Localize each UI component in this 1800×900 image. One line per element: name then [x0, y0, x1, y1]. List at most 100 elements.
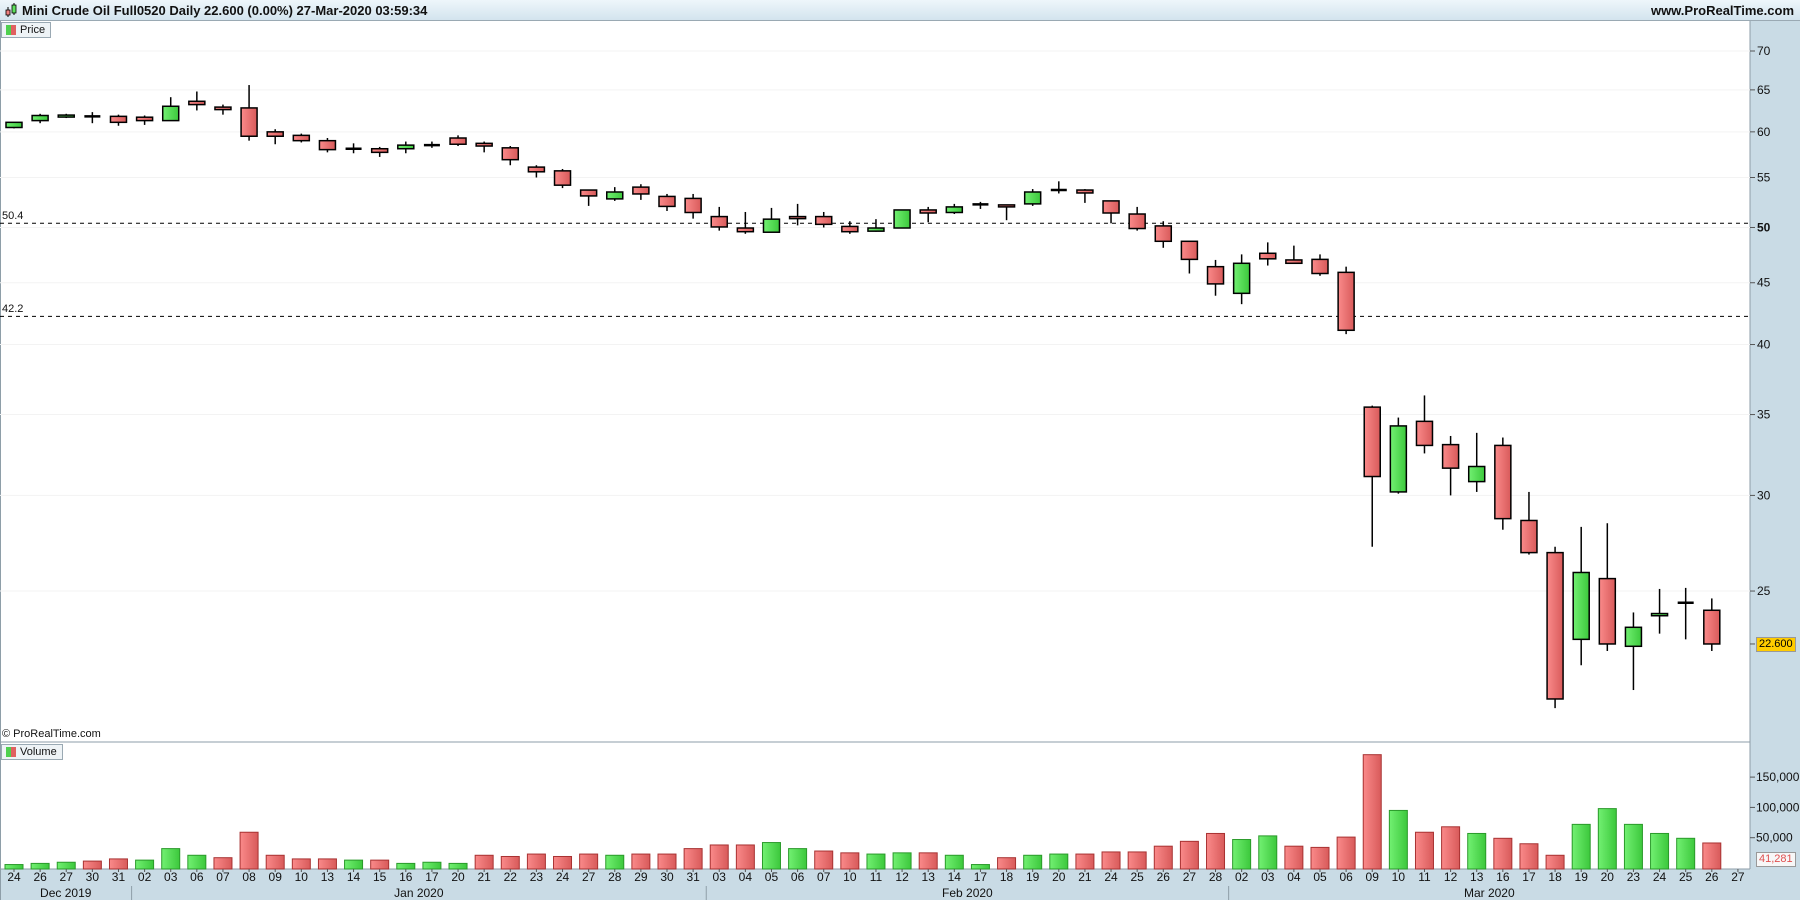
volume-tick-label: 50,000	[1756, 831, 1793, 845]
price-tick-label: 60	[1757, 125, 1771, 139]
volume-bar	[1258, 835, 1278, 870]
candle-down	[814, 215, 833, 226]
candle-up	[1624, 626, 1643, 648]
chart-title: Mini Crude Oil Full0520 Daily 22.600 (0.…	[22, 3, 428, 18]
copyright-text: © ProRealTime.com	[2, 728, 101, 740]
volume-bar	[1023, 854, 1043, 870]
date-label: 21	[1078, 870, 1092, 884]
candle-up	[5, 121, 23, 129]
date-label: 18	[1000, 870, 1014, 884]
volume-bar	[1519, 843, 1539, 870]
price-tick-label: 45	[1757, 276, 1771, 290]
candle-down	[135, 116, 154, 122]
volume-bar	[683, 848, 703, 870]
candle-down	[1337, 271, 1355, 332]
candle-down	[1415, 420, 1434, 447]
candle-down	[1520, 519, 1538, 554]
candle-down	[318, 139, 337, 151]
date-label: 20	[1052, 870, 1066, 884]
volume-bar	[1362, 754, 1382, 870]
volume-bar	[840, 852, 860, 870]
candle-down	[736, 227, 755, 233]
candle-up	[1572, 571, 1590, 641]
candle-up	[867, 227, 885, 232]
last-price-badge: 22.600	[1756, 637, 1796, 652]
date-label: 11	[1418, 870, 1431, 884]
candle-down	[632, 186, 650, 195]
volume-tick-label: 100,000	[1756, 800, 1800, 814]
volume-bar	[239, 831, 259, 870]
volume-bar	[1127, 851, 1147, 870]
date-label: 10	[1392, 870, 1406, 884]
date-label: 15	[373, 870, 387, 884]
volume-panel-label[interactable]: Volume	[1, 744, 63, 760]
candle-up	[762, 218, 781, 233]
date-label: 17	[1522, 870, 1536, 884]
date-label: 13	[1470, 870, 1484, 884]
volume-bar	[161, 848, 181, 870]
volume-bar	[265, 854, 285, 870]
price-panel-label[interactable]: Price	[1, 22, 52, 38]
candle-down	[1102, 200, 1120, 214]
candle-down	[1285, 259, 1303, 265]
date-label: 08	[242, 870, 256, 884]
volume-bar	[1310, 846, 1330, 870]
date-label: 31	[112, 870, 126, 884]
volume-bar	[761, 842, 781, 870]
price-tick-label: 35	[1757, 408, 1771, 422]
candle-up	[161, 105, 180, 122]
date-label: 27	[582, 870, 596, 884]
date-label: 12	[1444, 870, 1458, 884]
candle-up	[945, 206, 964, 214]
volume-bar	[56, 861, 76, 870]
date-label: 07	[817, 870, 831, 884]
volume-bar	[1623, 823, 1643, 870]
volume-bar	[135, 859, 155, 870]
candle-down	[240, 107, 258, 137]
date-label: 12	[895, 870, 909, 884]
date-label: 26	[1705, 870, 1719, 884]
candlestick-logo-icon	[5, 3, 17, 17]
date-label: 23	[1627, 870, 1641, 884]
candle-up	[1467, 465, 1486, 483]
volume-bar	[1336, 836, 1356, 870]
date-label: 17	[425, 870, 439, 884]
last-volume-badge: 41,281	[1756, 852, 1796, 867]
date-label: 06	[1339, 870, 1353, 884]
candle-down	[370, 147, 389, 154]
candle-down	[109, 115, 128, 124]
volume-bar	[213, 857, 233, 870]
volume-bar	[370, 859, 390, 870]
date-label: 24	[1653, 870, 1667, 884]
price-tick-label: 70	[1757, 44, 1771, 58]
candle-down	[292, 134, 311, 142]
candle-down	[710, 215, 728, 228]
date-label: 16	[399, 870, 413, 884]
candle-down	[1259, 252, 1277, 260]
date-label: 10	[295, 870, 309, 884]
date-label: 28	[608, 870, 622, 884]
candle-up	[31, 114, 49, 122]
volume-bar	[1232, 839, 1252, 870]
candle-down	[841, 225, 859, 233]
volume-bar	[788, 848, 808, 870]
date-label: 27	[60, 870, 74, 884]
candle-down	[1076, 189, 1094, 194]
date-label: 18	[1548, 870, 1562, 884]
site-link[interactable]: www.ProRealTime.com	[1650, 3, 1794, 18]
candle-down	[658, 195, 676, 208]
volume-bar	[1597, 808, 1617, 870]
volume-bar	[1467, 832, 1487, 870]
volume-label-text: Volume	[20, 746, 57, 758]
candle-down	[1128, 213, 1146, 230]
date-label: 04	[1287, 870, 1301, 884]
date-label: 05	[1313, 870, 1327, 884]
candle-down	[475, 142, 493, 147]
volume-bar	[605, 854, 625, 870]
date-label: 29	[634, 870, 648, 884]
volume-bar	[526, 853, 546, 870]
level-label-1: 50.4	[2, 210, 24, 222]
volume-bar	[1284, 845, 1304, 870]
volume-bar	[422, 861, 442, 870]
